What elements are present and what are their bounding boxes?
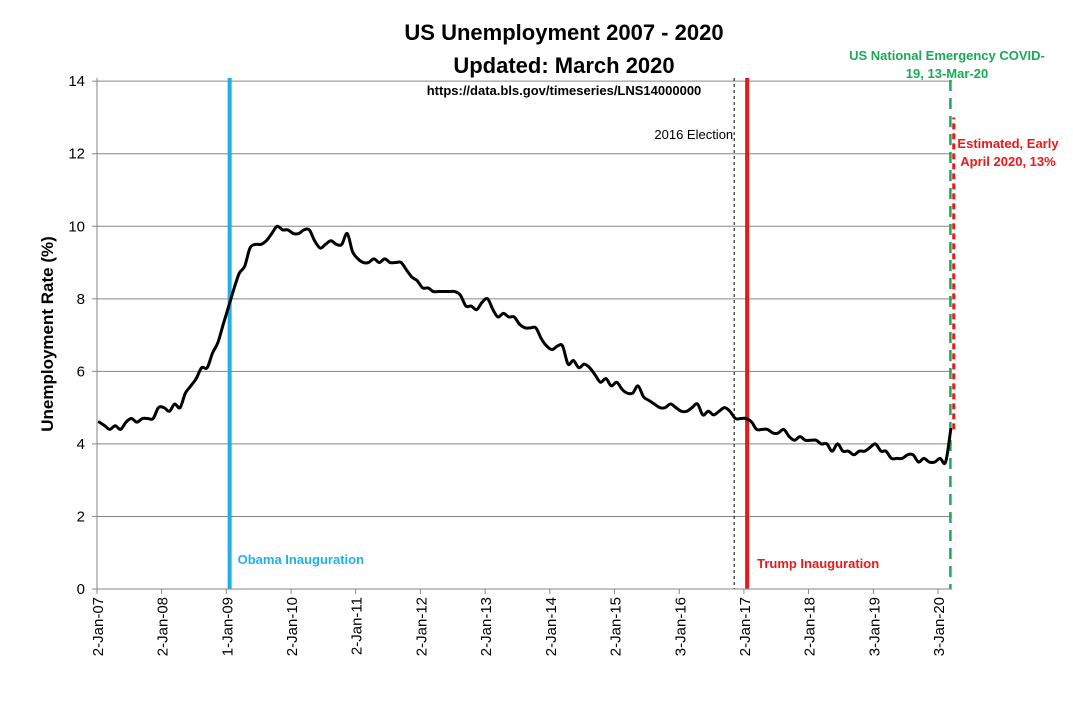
y-axis-label: Unemployment Rate (%): [38, 236, 57, 432]
tick-label-x-10: 2-Jan-17: [737, 597, 754, 656]
series-group: [97, 117, 956, 466]
tick-label-x-4: 2-Jan-11: [349, 597, 366, 655]
event-label-4-line1: Estimated, Early: [957, 136, 1059, 151]
event-labels: Obama Inauguration 2016 Election Trump Ina…: [238, 48, 1060, 571]
x-axis-ticks: 2-Jan-07 2-Jan-08 1-Jan-09 2-Jan-10 2-Jan-11…: [90, 589, 948, 656]
event-lines: [227, 78, 952, 589]
event-label-3-line1: US National Emergency COVID-: [849, 48, 1045, 63]
tick-label-x-6: 2-Jan-13: [478, 597, 495, 656]
tick-label-x-0: 2-Jan-07: [90, 597, 107, 656]
tick-label-x-1: 2-Jan-08: [155, 597, 172, 656]
axes: [96, 78, 952, 590]
tick-label-x-12: 3-Jan-19: [866, 597, 883, 656]
tick-label-x-2: 1-Jan-09: [219, 597, 236, 656]
tick-label-y-10: 10: [68, 218, 85, 235]
chart-title-line2: Updated: March 2020: [453, 53, 674, 78]
event-label-4-line2: April 2020, 13%: [960, 154, 1056, 169]
event-label-1: 2016 Election: [654, 127, 733, 142]
tick-label-x-3: 2-Jan-10: [284, 597, 301, 656]
tick-label-y-8: 8: [77, 291, 85, 308]
event-label-0: Obama Inauguration: [238, 552, 364, 567]
tick-label-y-12: 12: [68, 146, 85, 163]
event-label-3-line2: 19, 13-Mar-20: [906, 66, 988, 81]
series-line-0: [97, 224, 953, 466]
event-label-2: Trump Inauguration: [757, 556, 879, 571]
tick-label-x-11: 2-Jan-18: [802, 597, 819, 656]
tick-label-x-5: 2-Jan-12: [413, 597, 430, 656]
tick-label-x-7: 2-Jan-14: [543, 597, 560, 656]
gridlines: [97, 80, 952, 517]
chart-title-line1: US Unemployment 2007 - 2020: [404, 20, 723, 45]
tick-label-x-13: 3-Jan-20: [931, 597, 948, 656]
y-axis-ticks: 0 2 4 6 8 10 12 14: [68, 73, 97, 598]
tick-label-y-0: 0: [77, 581, 85, 598]
chart-source-url: https://data.bls.gov/timeseries/LNS14000…: [427, 83, 702, 98]
tick-label-y-4: 4: [77, 436, 85, 453]
tick-label-x-8: 2-Jan-15: [607, 597, 624, 656]
tick-label-y-2: 2: [77, 508, 85, 525]
tick-label-x-9: 3-Jan-16: [672, 597, 689, 656]
tick-label-y-14: 14: [68, 73, 85, 90]
tick-label-y-6: 6: [77, 363, 85, 380]
